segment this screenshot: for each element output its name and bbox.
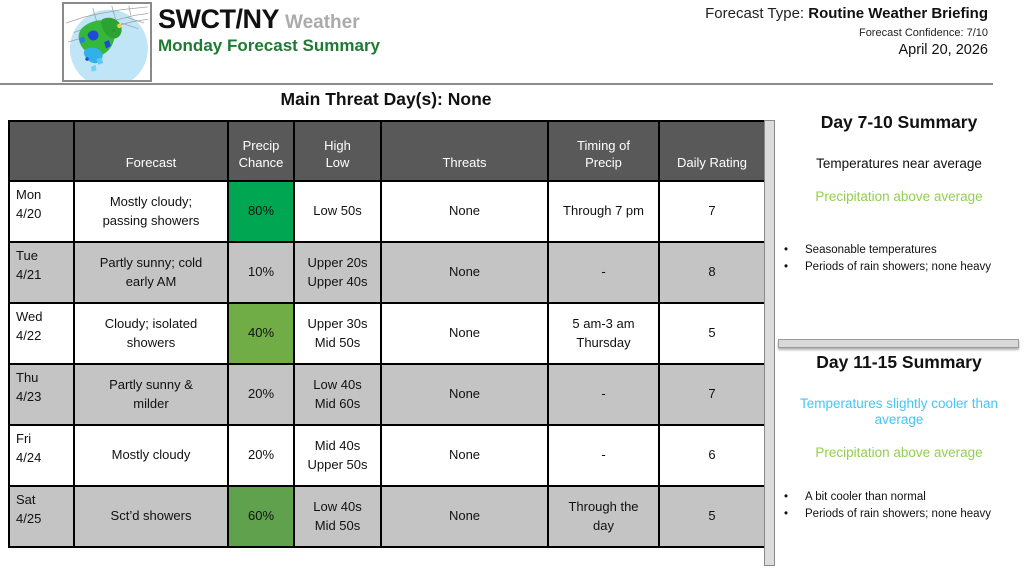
list-item: • A bit cooler than normal <box>778 489 1020 506</box>
cell-day: Wed 4/22 <box>8 302 75 365</box>
cell-forecast: Mostly cloudy; passing showers <box>73 180 229 243</box>
day-7-10-bullets: • Seasonable temperatures • Periods of r… <box>778 242 1020 277</box>
cell-forecast: Mostly cloudy <box>73 424 229 487</box>
cell-high-low: Upper 30s Mid 50s <box>293 302 382 365</box>
cell-high-low: Upper 20s Upper 40s <box>293 241 382 304</box>
cell-daily-rating: 5 <box>658 485 766 548</box>
cell-timing: 5 am-3 am Thursday <box>547 302 660 365</box>
table-row: Sat 4/25 Sct’d showers 60% Low 40s Mid 5… <box>8 485 766 548</box>
radar-map-image <box>64 4 150 80</box>
cell-precip-chance: 20% <box>227 363 295 426</box>
cell-threats: None <box>380 363 549 426</box>
main-threat-heading: Main Threat Day(s): None <box>280 89 492 109</box>
cell-day: Thu 4/23 <box>8 363 75 426</box>
cell-forecast: Partly sunny & milder <box>73 363 229 426</box>
brand-suffix: Weather <box>285 12 360 33</box>
forecast-type-label: Forecast Type: <box>705 5 809 22</box>
bullet-icon: • <box>784 491 789 504</box>
radar-map-logo <box>62 2 152 82</box>
forecast-date: April 20, 2026 <box>898 42 988 58</box>
cell-precip-chance: 20% <box>227 424 295 487</box>
cell-day: Fri 4/24 <box>8 424 75 487</box>
sidebar-divider <box>778 339 1019 348</box>
table-header-row: Forecast Precip Chance High Low Threats … <box>8 120 766 182</box>
page-title: Monday Forecast Summary <box>158 36 381 55</box>
day-11-15-title: Day 11-15 Summary <box>816 352 982 372</box>
bullet-icon: • <box>784 261 789 274</box>
bullet-text: A bit cooler than normal <box>805 491 926 504</box>
cell-high-low: Low 40s Mid 60s <box>293 363 382 426</box>
col-forecast: Forecast <box>73 120 229 182</box>
cell-timing: - <box>547 241 660 304</box>
bullet-icon: • <box>784 243 789 256</box>
day-7-10-precip-line: Precipitation above average <box>815 188 983 204</box>
day-11-15-summary-section: Day 11-15 Summary Temperatures slightly … <box>778 352 1020 524</box>
cell-daily-rating: 6 <box>658 424 766 487</box>
header-meta: Forecast Type: Routine Weather Briefing … <box>705 5 988 58</box>
brand-line: SWCT/NY Weather <box>158 4 360 35</box>
cell-high-low: Low 40s Mid 50s <box>293 485 382 548</box>
col-precip-chance: Precip Chance <box>227 120 295 182</box>
cell-daily-rating: 8 <box>658 241 766 304</box>
forecast-type-value: Routine Weather Briefing <box>808 5 988 22</box>
cell-precip-chance: 40% <box>227 302 295 365</box>
cell-forecast: Partly sunny; cold early AM <box>73 241 229 304</box>
bullet-text: Periods of rain showers; none heavy <box>805 508 992 521</box>
col-day <box>8 120 75 182</box>
list-item: • Periods of rain showers; none heavy <box>778 259 1020 276</box>
cell-day: Tue 4/21 <box>8 241 75 304</box>
cell-threats: None <box>380 485 549 548</box>
cell-high-low: Low 50s <box>293 180 382 243</box>
cell-precip-chance: 80% <box>227 180 295 243</box>
cell-threats: None <box>380 180 549 243</box>
day-11-15-precip-line: Precipitation above average <box>815 444 983 460</box>
day-7-10-title: Day 7-10 Summary <box>820 112 978 132</box>
forecast-table: Forecast Precip Chance High Low Threats … <box>8 120 766 548</box>
bullet-icon: • <box>784 508 789 521</box>
cell-high-low: Mid 40s Upper 50s <box>293 424 382 487</box>
forecast-type-line: Forecast Type: Routine Weather Briefing <box>705 5 988 22</box>
cell-timing: Through the day <box>547 485 660 548</box>
bullet-text: Seasonable temperatures <box>805 243 937 256</box>
cell-day: Mon 4/20 <box>8 180 75 243</box>
cell-day: Sat 4/25 <box>8 485 75 548</box>
day-11-15-temps-line: Temperatures slightly cooler than averag… <box>799 396 999 428</box>
table-row: Wed 4/22 Cloudy; isolated showers 40% Up… <box>8 302 766 365</box>
table-scrollbar[interactable] <box>764 120 775 566</box>
table-row: Fri 4/24 Mostly cloudy 20% Mid 40s Upper… <box>8 424 766 487</box>
cell-forecast: Sct’d showers <box>73 485 229 548</box>
col-daily-rating: Daily Rating <box>658 120 766 182</box>
table-row: Tue 4/21 Partly sunny; cold early AM 10%… <box>8 241 766 304</box>
col-threats: Threats <box>380 120 549 182</box>
cell-precip-chance: 60% <box>227 485 295 548</box>
cell-daily-rating: 5 <box>658 302 766 365</box>
list-item: • Periods of rain showers; none heavy <box>778 506 1020 523</box>
col-high-low: High Low <box>293 120 382 182</box>
header-divider <box>0 83 993 85</box>
cell-precip-chance: 10% <box>227 241 295 304</box>
cell-timing: Through 7 pm <box>547 180 660 243</box>
cell-daily-rating: 7 <box>658 363 766 426</box>
cell-forecast: Cloudy; isolated showers <box>73 302 229 365</box>
bullet-text: Periods of rain showers; none heavy <box>805 261 992 274</box>
col-timing: Timing of Precip <box>547 120 660 182</box>
day-7-10-temps-line: Temperatures near average <box>816 156 982 172</box>
cell-timing: - <box>547 424 660 487</box>
list-item: • Seasonable temperatures <box>778 242 1020 259</box>
forecast-confidence: Forecast Confidence: 7/10 <box>858 27 988 39</box>
brand-title: SWCT/NY <box>158 4 280 34</box>
cell-timing: - <box>547 363 660 426</box>
cell-daily-rating: 7 <box>658 180 766 243</box>
cell-threats: None <box>380 424 549 487</box>
day-11-15-bullets: • A bit cooler than normal • Periods of … <box>778 489 1020 524</box>
cell-threats: None <box>380 241 549 304</box>
table-row: Mon 4/20 Mostly cloudy; passing showers … <box>8 180 766 243</box>
table-row: Thu 4/23 Partly sunny & milder 20% Low 4… <box>8 363 766 426</box>
day-7-10-summary-section: Day 7-10 Summary Temperatures near avera… <box>778 112 1020 276</box>
cell-threats: None <box>380 302 549 365</box>
